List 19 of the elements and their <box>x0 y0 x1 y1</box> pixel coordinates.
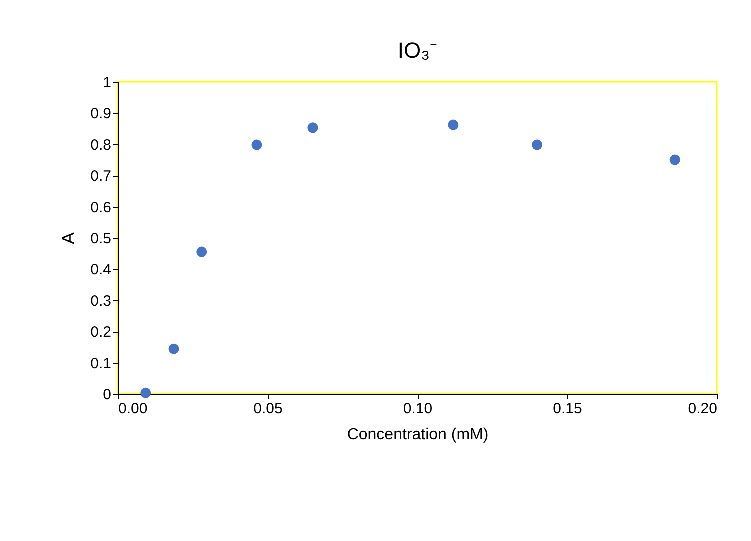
x-tick-label: 0.05 <box>254 400 283 418</box>
x-tick-label: 0.20 <box>688 400 718 418</box>
y-tick-label: 1 <box>103 74 112 92</box>
y-tick-label: 0.3 <box>90 292 112 310</box>
y-tick-label: 0.9 <box>90 106 112 123</box>
y-tick-label: 0 <box>103 386 112 404</box>
y-tick-label: 0.7 <box>90 168 112 186</box>
x-axis-title: Concentration (mM) <box>347 426 489 444</box>
x-tick-label: 0.10 <box>403 400 433 418</box>
y-tick-label: 0.4 <box>90 262 112 279</box>
y-tick-label: 0.1 <box>90 355 112 372</box>
y-tick-label: 0.2 <box>90 324 112 342</box>
y-tick-label: 0.5 <box>90 230 112 248</box>
x-tick-label: 0.15 <box>553 400 582 418</box>
chart-title: IO₃⁻ <box>398 38 438 63</box>
y-axis-title: A <box>58 232 79 245</box>
x-tick-label: 0.00 <box>118 400 148 418</box>
y-tick-label: 0.6 <box>90 199 112 216</box>
y-tick-label: 0.8 <box>90 136 112 154</box>
